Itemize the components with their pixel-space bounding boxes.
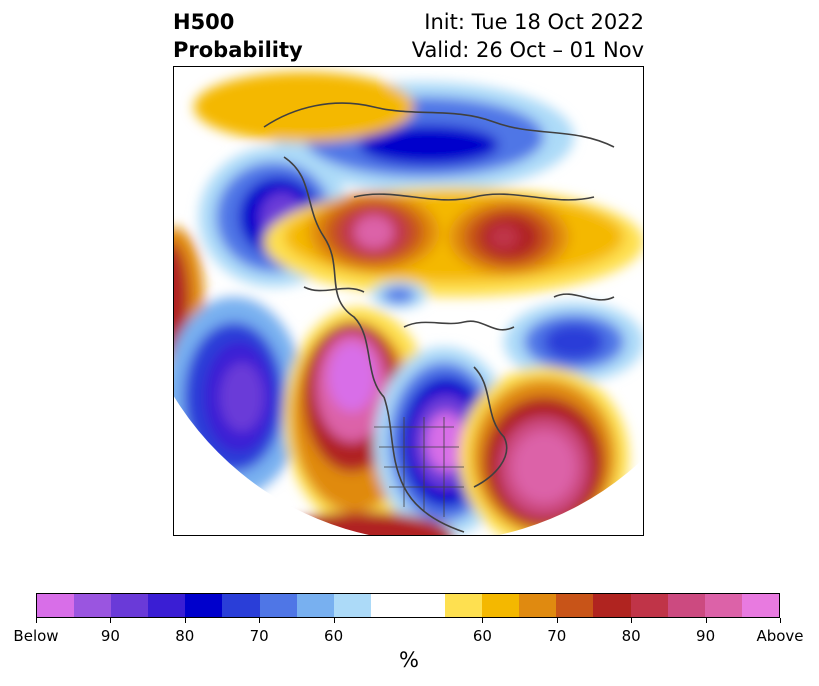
colorbar-segment	[593, 594, 631, 617]
colorbar-segment	[704, 594, 742, 617]
colorbar-segment	[741, 594, 779, 617]
colorbar-tick-mark	[556, 618, 558, 623]
probability-field	[174, 67, 643, 535]
colorbar-segment	[630, 594, 668, 617]
colorbar-tick-label: 90	[696, 627, 716, 645]
state-borders	[374, 417, 464, 517]
colorbar-unit-label: %	[399, 648, 419, 672]
colorbar-segment	[519, 594, 557, 617]
colorbar-segment	[445, 594, 483, 617]
colorbar-segment	[296, 594, 334, 617]
probability-colorbar	[36, 593, 780, 618]
colorbar-tick-mark	[705, 618, 707, 623]
colorbar-segment	[148, 594, 186, 617]
colorbar-tick-label: 70	[547, 627, 567, 645]
colorbar-tick-label: Above	[756, 627, 804, 645]
colorbar-segment	[370, 594, 446, 617]
colorbar-tick-mark	[482, 618, 484, 623]
map-title: H500 Probability	[173, 8, 303, 64]
colorbar-tick-label: Below	[13, 627, 59, 645]
colorbar-segment	[185, 594, 223, 617]
colorbar-tick-label: 80	[175, 627, 195, 645]
coastlines	[263, 102, 615, 533]
colorbar-tick-mark	[333, 618, 335, 623]
colorbar-segment	[37, 594, 75, 617]
colorbar-tick-mark	[780, 618, 781, 623]
colorbar-segment	[74, 594, 112, 617]
colorbar-tick-label: 60	[472, 627, 492, 645]
colorbar-segment	[482, 594, 520, 617]
colorbar-tick-label: 60	[324, 627, 344, 645]
colorbar-segment	[222, 594, 260, 617]
colorbar-segment	[556, 594, 594, 617]
colorbar-tick-mark	[36, 618, 37, 623]
colorbar-segment	[259, 594, 297, 617]
title-line-1: H500	[173, 10, 235, 34]
probability-map	[173, 66, 644, 536]
forecast-dates: Init: Tue 18 Oct 2022 Valid: 26 Oct – 01…	[412, 8, 644, 64]
colorbar-tick-label: 70	[249, 627, 269, 645]
title-line-2: Probability	[173, 38, 303, 62]
colorbar-tick-mark	[631, 618, 633, 623]
colorbar-tick-label: 80	[621, 627, 641, 645]
valid-date: Valid: 26 Oct – 01 Nov	[411, 38, 644, 62]
polar-map-graphic	[174, 67, 643, 535]
colorbar-segment	[333, 594, 371, 617]
colorbar-segment	[111, 594, 149, 617]
colorbar-tick-mark	[184, 618, 186, 623]
colorbar-tick-mark	[110, 618, 112, 623]
colorbar-segment	[667, 594, 705, 617]
colorbar-tick-mark	[259, 618, 261, 623]
init-date: Init: Tue 18 Oct 2022	[424, 10, 644, 34]
colorbar-tick-label: 90	[100, 627, 120, 645]
